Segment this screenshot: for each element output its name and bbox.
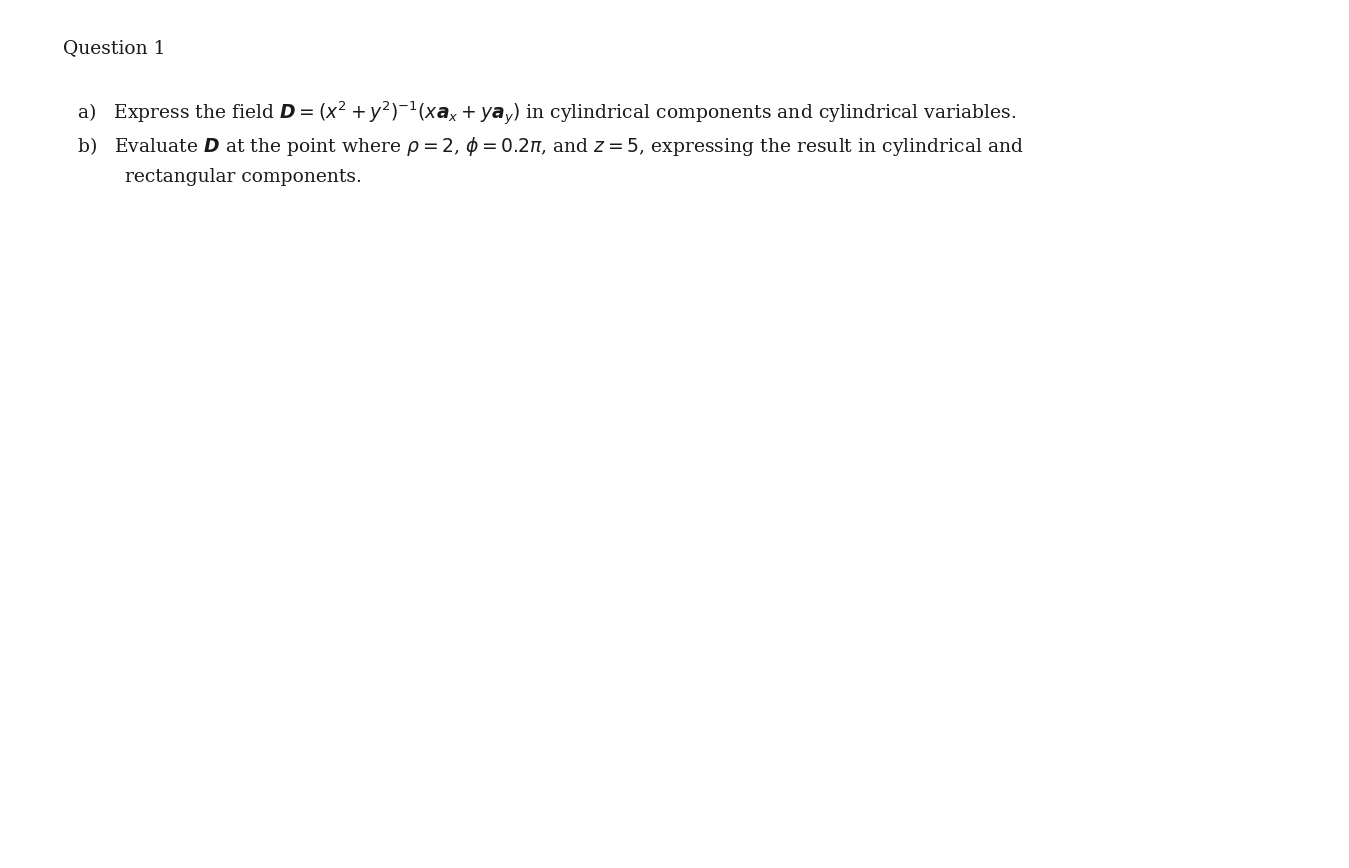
Text: a)   Express the field $\boldsymbol{D} = (x^2 + y^2)^{-1}\left(x\boldsymbol{a}_x: a) Express the field $\boldsymbol{D} = (… [77, 100, 1016, 128]
Text: b)   Evaluate $\boldsymbol{D}$ at the point where $\rho = 2$, $\phi = 0.2\pi$, a: b) Evaluate $\boldsymbol{D}$ at the poin… [77, 135, 1024, 157]
Text: Question 1: Question 1 [63, 39, 166, 57]
Text: rectangular components.: rectangular components. [125, 168, 363, 186]
